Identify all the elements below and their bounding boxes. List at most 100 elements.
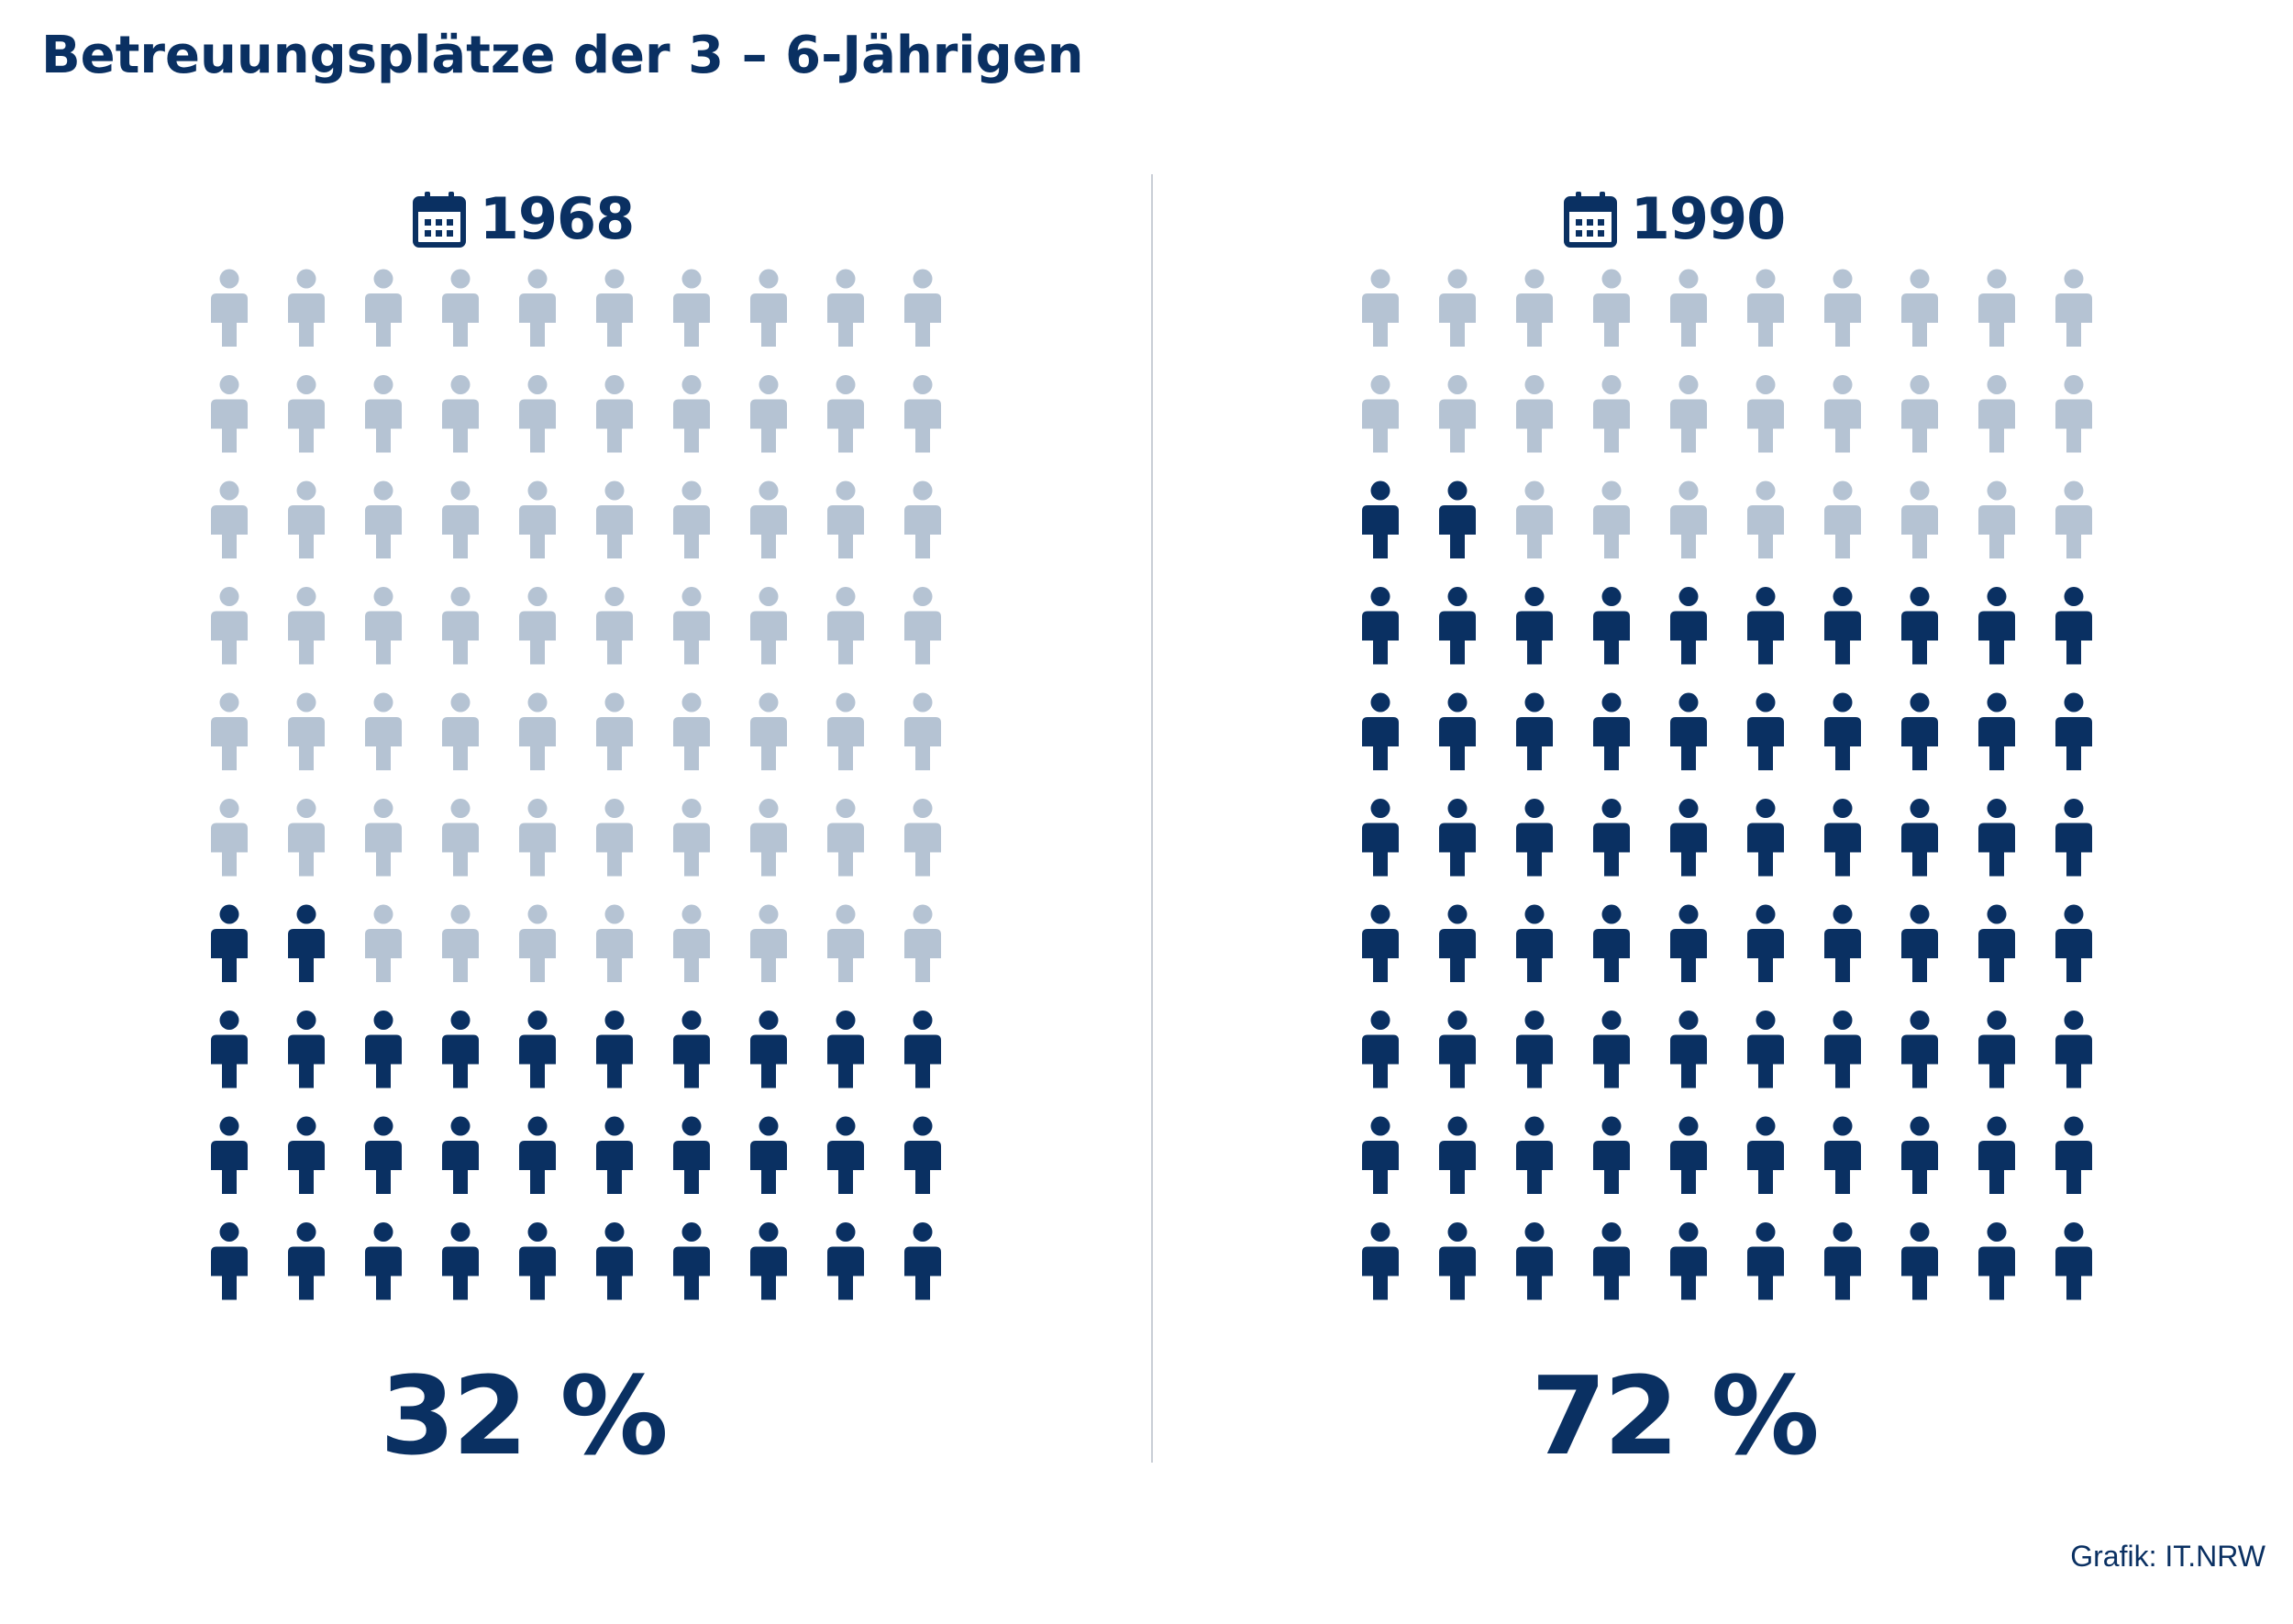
person-icon-filled: [288, 904, 325, 982]
person-icon-filled: [1593, 904, 1630, 982]
person-icon-filled: [1824, 587, 1861, 665]
person-icon-empty: [827, 799, 864, 877]
calendar-icon: [1563, 191, 1617, 248]
person-icon-empty: [1824, 269, 1861, 347]
person-icon-filled: [1362, 481, 1399, 558]
person-icon-empty: [211, 587, 248, 665]
person-icon-empty: [673, 799, 710, 877]
person-icon-filled: [673, 1116, 710, 1194]
person-icon-empty: [1747, 269, 1784, 347]
person-icon-empty: [904, 269, 941, 347]
person-icon-empty: [1978, 269, 2015, 347]
person-icon-empty: [673, 904, 710, 982]
person-icon-filled: [1747, 1116, 1784, 1194]
person-icon-filled: [1593, 1222, 1630, 1300]
person-icon-filled: [2055, 904, 2092, 982]
person-icon-empty: [1901, 269, 1938, 347]
person-icon-empty: [519, 799, 556, 877]
person-icon-filled: [1362, 1011, 1399, 1088]
person-icon-filled: [1978, 1011, 2015, 1088]
person-icon-filled: [1901, 904, 1938, 982]
person-icon-filled: [1901, 587, 1938, 665]
person-icon-empty: [673, 481, 710, 558]
person-icon-filled: [1362, 587, 1399, 665]
person-icon-filled: [1824, 692, 1861, 770]
person-icon-empty: [1593, 375, 1630, 453]
person-icon-empty: [904, 904, 941, 982]
person-icon-empty: [1670, 481, 1707, 558]
person-icon-empty: [288, 375, 325, 453]
person-icon-filled: [2055, 587, 2092, 665]
person-icon-empty: [673, 375, 710, 453]
person-icon-filled: [1670, 1116, 1707, 1194]
person-icon-empty: [1978, 481, 2015, 558]
person-icon-filled: [1439, 904, 1476, 982]
person-icon-empty: [904, 692, 941, 770]
person-icon-empty: [442, 269, 479, 347]
pictogram-grid: [1362, 269, 2092, 1300]
person-icon-filled: [827, 1011, 864, 1088]
person-icon-filled: [1593, 1116, 1630, 1194]
year-label: 1990: [1630, 185, 1787, 252]
person-icon-empty: [827, 481, 864, 558]
person-icon-filled: [1439, 1011, 1476, 1088]
person-icon-filled: [1901, 1011, 1938, 1088]
person-icon-filled: [1516, 1011, 1553, 1088]
person-icon-empty: [904, 375, 941, 453]
person-icon-filled: [1516, 587, 1553, 665]
person-icon-filled: [1593, 799, 1630, 877]
person-icon-filled: [673, 1222, 710, 1300]
person-icon-filled: [1901, 1222, 1938, 1300]
person-icon-empty: [365, 587, 402, 665]
person-icon-empty: [519, 481, 556, 558]
person-icon-empty: [1901, 481, 1938, 558]
person-icon-filled: [904, 1116, 941, 1194]
person-icon-filled: [1747, 587, 1784, 665]
person-icon-empty: [596, 269, 633, 347]
person-icon-filled: [1747, 692, 1784, 770]
person-icon-filled: [596, 1222, 633, 1300]
person-icon-empty: [596, 904, 633, 982]
person-icon-filled: [1516, 904, 1553, 982]
year-header: 1968: [156, 185, 890, 252]
person-icon-filled: [1978, 1116, 2015, 1194]
person-icon-filled: [1439, 692, 1476, 770]
person-icon-filled: [904, 1011, 941, 1088]
person-icon-empty: [519, 269, 556, 347]
person-icon-empty: [288, 692, 325, 770]
person-icon-empty: [750, 481, 787, 558]
person-icon-empty: [442, 481, 479, 558]
person-icon-filled: [1824, 1116, 1861, 1194]
person-icon-empty: [442, 904, 479, 982]
panel-divider: [1151, 174, 1153, 1463]
person-icon-empty: [596, 587, 633, 665]
person-icon-filled: [750, 1011, 787, 1088]
person-icon-empty: [365, 269, 402, 347]
person-icon-empty: [596, 692, 633, 770]
person-icon-empty: [1516, 481, 1553, 558]
person-icon-filled: [211, 1011, 248, 1088]
person-icon-filled: [1593, 587, 1630, 665]
person-icon-filled: [1516, 1116, 1553, 1194]
person-icon-filled: [750, 1116, 787, 1194]
person-icon-filled: [673, 1011, 710, 1088]
person-icon-filled: [827, 1222, 864, 1300]
person-icon-empty: [365, 375, 402, 453]
person-icon-filled: [1901, 1116, 1938, 1194]
person-icon-empty: [1747, 375, 1784, 453]
person-icon-empty: [904, 481, 941, 558]
person-icon-filled: [1439, 587, 1476, 665]
person-icon-empty: [1824, 481, 1861, 558]
person-icon-filled: [1747, 1011, 1784, 1088]
person-icon-filled: [1362, 692, 1399, 770]
person-icon-empty: [519, 692, 556, 770]
person-icon-filled: [1439, 1116, 1476, 1194]
person-icon-empty: [1670, 269, 1707, 347]
person-icon-filled: [596, 1116, 633, 1194]
person-icon-filled: [442, 1222, 479, 1300]
person-icon-filled: [1670, 799, 1707, 877]
person-icon-filled: [1516, 1222, 1553, 1300]
person-icon-filled: [1824, 799, 1861, 877]
person-icon-empty: [211, 375, 248, 453]
person-icon-filled: [519, 1011, 556, 1088]
